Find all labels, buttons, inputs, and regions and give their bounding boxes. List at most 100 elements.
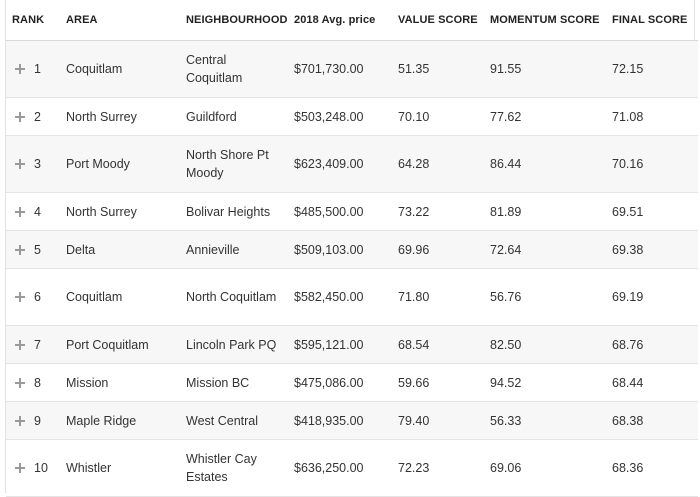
header-row: RANK AREA NEIGHBOURHOOD 2018 Avg. price …	[6, 0, 698, 41]
momentum-score-cell: 86.44	[484, 135, 606, 193]
neighbourhood-cell: North Coquitlam	[180, 268, 288, 326]
rank-cell-content: 2	[12, 108, 54, 126]
momentum-score-cell: 77.62	[484, 97, 606, 136]
neighbourhood-cell: Central Coquitlam	[180, 40, 288, 98]
rank-cell-content: 8	[12, 374, 54, 392]
rankings-table-container: RANK AREA NEIGHBOURHOOD 2018 Avg. price …	[5, 0, 698, 497]
area-cell: Port Coquitlam	[60, 325, 180, 364]
momentum-score-cell: 72.64	[484, 230, 606, 269]
area-cell: Maple Ridge	[60, 401, 180, 440]
momentum-score-cell: 81.89	[484, 192, 606, 231]
rank-cell: 6	[6, 268, 60, 326]
rank-cell-content: 1	[12, 60, 54, 78]
expand-plus-icon[interactable]	[15, 463, 25, 473]
rank-value: 1	[34, 62, 41, 76]
rank-value: 8	[34, 375, 41, 390]
rank-cell-content: 3	[12, 155, 54, 173]
area-cell: Coquitlam	[60, 268, 180, 326]
header-neighbourhood[interactable]: NEIGHBOURHOOD	[180, 0, 288, 41]
momentum-score-cell: 91.55	[484, 40, 606, 98]
expand-plus-icon[interactable]	[15, 111, 25, 122]
final-score-cell: 68.76	[606, 325, 698, 364]
table-row[interactable]: 1 Coquitlam Central Coquitlam $701,730.00 51…	[6, 40, 698, 98]
rank-value: 7	[34, 337, 41, 352]
value-score-cell: 72.23	[392, 439, 484, 497]
avg-price-cell: $636,250.00	[288, 439, 392, 497]
avg-price-cell: $418,935.00	[288, 401, 392, 440]
avg-price-cell: $475,086.00	[288, 363, 392, 402]
table-row[interactable]: 7 Port Coquitlam Lincoln Park PQ $595,121.0…	[6, 325, 698, 364]
value-score-cell: 64.28	[392, 135, 484, 193]
area-cell: Delta	[60, 230, 180, 269]
header-avg-price[interactable]: 2018 Avg. price	[288, 0, 392, 41]
expand-plus-icon[interactable]	[15, 415, 25, 426]
header-area[interactable]: AREA	[60, 0, 180, 41]
final-score-cell: 69.51	[606, 192, 698, 231]
header-final-score[interactable]: FINAL SCORE	[606, 0, 698, 41]
rank-value: 2	[34, 109, 41, 124]
rank-cell: 8	[6, 363, 60, 402]
header-rank[interactable]: RANK	[6, 0, 60, 41]
final-score-cell: 68.38	[606, 401, 698, 440]
expand-plus-icon[interactable]	[15, 206, 25, 217]
expand-plus-icon[interactable]	[15, 292, 25, 302]
expand-plus-icon[interactable]	[15, 244, 25, 255]
avg-price-cell: $503,248.00	[288, 97, 392, 136]
rank-value: 9	[34, 413, 41, 428]
table-row[interactable]: 4 North Surrey Bolivar Heights $485,500.00 7…	[6, 192, 698, 231]
final-score-cell: 69.19	[606, 268, 698, 326]
momentum-score-cell: 56.76	[484, 268, 606, 326]
table-row[interactable]: 2 North Surrey Guildford $503,248.00 70.10 77…	[6, 97, 698, 136]
neighbourhood-cell: Annieville	[180, 230, 288, 269]
value-score-cell: 68.54	[392, 325, 484, 364]
rank-value: 6	[34, 290, 41, 304]
table-row[interactable]: 5 Delta Annieville $509,103.00 69.96 72.64 69.…	[6, 230, 698, 269]
expand-plus-icon[interactable]	[15, 159, 25, 169]
value-score-cell: 69.96	[392, 230, 484, 269]
final-score-cell: 68.44	[606, 363, 698, 402]
momentum-score-cell: 69.06	[484, 439, 606, 497]
area-cell: North Surrey	[60, 192, 180, 231]
rank-cell: 9	[6, 401, 60, 440]
rank-value: 3	[34, 157, 41, 171]
expand-plus-icon[interactable]	[15, 64, 25, 74]
avg-price-cell: $582,450.00	[288, 268, 392, 326]
table-row[interactable]: 6 Coquitlam North Coquitlam $582,450.00 71.8…	[6, 268, 698, 326]
header-value-score[interactable]: VALUE SCORE	[392, 0, 484, 41]
rank-cell-content: 9	[12, 412, 54, 430]
value-score-cell: 71.80	[392, 268, 484, 326]
area-cell: Coquitlam	[60, 40, 180, 98]
value-score-cell: 73.22	[392, 192, 484, 231]
value-score-cell: 70.10	[392, 97, 484, 136]
rank-cell: 3	[6, 135, 60, 193]
rank-cell: 4	[6, 192, 60, 231]
avg-price-cell: $701,730.00	[288, 40, 392, 98]
rank-cell: 5	[6, 230, 60, 269]
neighbourhood-cell: Lincoln Park PQ	[180, 325, 288, 364]
neighbourhood-cell: Bolivar Heights	[180, 192, 288, 231]
avg-price-cell: $595,121.00	[288, 325, 392, 364]
rank-cell: 1	[6, 40, 60, 98]
rankings-table: RANK AREA NEIGHBOURHOOD 2018 Avg. price …	[6, 0, 698, 497]
momentum-score-cell: 56.33	[484, 401, 606, 440]
rank-cell-content: 6	[12, 288, 54, 306]
neighbourhood-cell: North Shore Pt Moody	[180, 135, 288, 193]
avg-price-cell: $623,409.00	[288, 135, 392, 193]
table-row[interactable]: 8 Mission Mission BC $475,086.00 59.66 94.52 6…	[6, 363, 698, 402]
rank-cell-content: 5	[12, 241, 54, 259]
rank-cell: 10	[6, 439, 60, 497]
expand-plus-icon[interactable]	[15, 339, 25, 350]
momentum-score-cell: 82.50	[484, 325, 606, 364]
area-cell: Mission	[60, 363, 180, 402]
rank-value: 10	[34, 461, 48, 475]
expand-plus-icon[interactable]	[15, 377, 25, 388]
rank-cell-content: 10	[12, 459, 54, 477]
table-row[interactable]: 9 Maple Ridge West Central $418,935.00 79.40…	[6, 401, 698, 440]
table-row[interactable]: 3 Port Moody North Shore Pt Moody $623,409.…	[6, 135, 698, 193]
value-score-cell: 51.35	[392, 40, 484, 98]
final-score-cell: 72.15	[606, 40, 698, 98]
table-row[interactable]: 10 Whistler Whistler Cay Estates $636,250.0…	[6, 439, 698, 497]
momentum-score-cell: 94.52	[484, 363, 606, 402]
header-momentum-score[interactable]: MOMENTUM SCORE	[484, 0, 606, 41]
rank-cell: 2	[6, 97, 60, 136]
